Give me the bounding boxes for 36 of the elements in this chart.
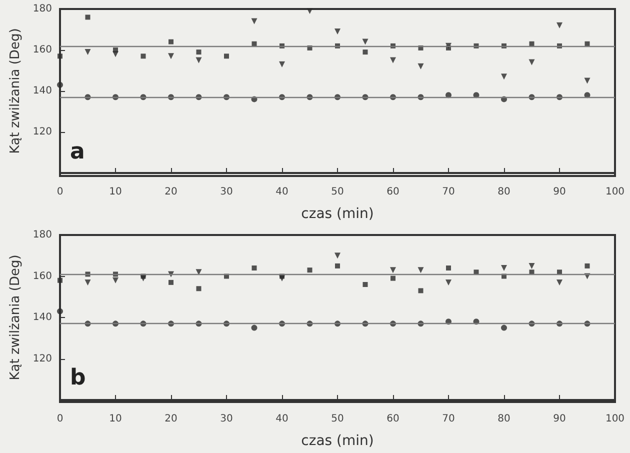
y-tick-label: 180	[32, 230, 52, 240]
x-tick-label: 60	[386, 186, 400, 198]
y-tick-label: 160	[32, 44, 52, 56]
y-tick-label: 120	[32, 353, 52, 364]
x-tick-label: 40	[276, 186, 288, 198]
x-tick-label: 30	[220, 186, 233, 198]
x-tick-label: 20	[164, 414, 178, 424]
x-tick-label: 70	[442, 414, 455, 424]
y-tick-label: 120	[32, 126, 52, 138]
x-tick-label: 80	[498, 186, 510, 198]
x-tick-label: 10	[109, 414, 122, 424]
y-tick-label: 140	[32, 86, 52, 96]
annotation: a	[70, 140, 85, 164]
y-axis-title: Kąt zwilżania (Deg)	[8, 28, 23, 154]
x-tick-label: 30	[220, 414, 233, 424]
annotation: b	[70, 366, 86, 390]
x-axis-title: czas (min)	[301, 433, 374, 449]
x-tick-label: 20	[164, 186, 178, 198]
x-axis-title: czas (min)	[301, 206, 374, 222]
y-tick-label: 180	[32, 4, 52, 14]
y-tick-label: 160	[32, 270, 52, 282]
x-tick-label: 0	[56, 186, 64, 198]
x-tick-label: 100	[605, 186, 625, 198]
x-tick-label: 80	[498, 414, 510, 424]
x-tick-label: 70	[442, 186, 455, 198]
x-tick-label: 90	[553, 414, 566, 424]
x-tick-label: 0	[56, 414, 64, 424]
x-tick-label: 100	[605, 414, 625, 424]
x-tick-label: 50	[331, 186, 344, 198]
x-tick-label: 90	[553, 186, 566, 198]
x-tick-label: 60	[386, 414, 400, 424]
x-tick-label: 50	[331, 414, 344, 424]
y-axis-title: Kąt zwilżania (Deg)	[8, 254, 23, 380]
x-tick-label: 10	[109, 186, 122, 198]
x-tick-label: 40	[276, 414, 288, 424]
y-tick-label: 140	[32, 312, 52, 323]
